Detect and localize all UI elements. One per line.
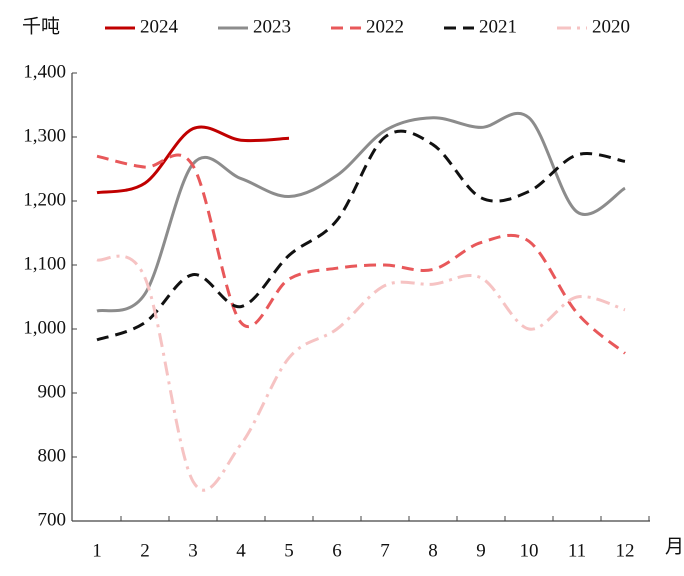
x-tick-label: 9 (476, 540, 486, 561)
x-tick-label: 12 (616, 540, 635, 561)
x-tick-label: 10 (520, 540, 539, 561)
legend-label: 2022 (366, 16, 404, 37)
series-line (96, 254, 626, 492)
y-tick-label: 800 (38, 445, 67, 466)
legend-label: 2024 (140, 16, 179, 37)
series-line (96, 125, 290, 195)
x-tick-label: 6 (332, 540, 342, 561)
x-tick-label: 4 (236, 540, 246, 561)
y-tick-label: 1,100 (23, 253, 66, 274)
legend-label: 2020 (592, 16, 630, 37)
x-tick-label: 7 (380, 540, 390, 561)
unit-label: 千吨 (22, 15, 60, 37)
legend-label: 2021 (479, 16, 517, 37)
y-tick-label: 1,000 (23, 317, 66, 338)
series-line (96, 153, 626, 355)
series-line (96, 129, 626, 342)
x-tick-label: 1 (92, 540, 102, 561)
y-tick-label: 1,200 (23, 189, 66, 210)
x-axis-label: 月 (665, 536, 684, 557)
x-tick-label: 8 (428, 540, 438, 561)
x-tick-label: 11 (568, 540, 586, 561)
y-tick-label: 700 (38, 509, 67, 530)
x-tick-label: 3 (188, 540, 198, 561)
y-tick-label: 1,400 (23, 61, 66, 82)
series-line (96, 111, 626, 313)
x-tick-label: 2 (140, 540, 150, 561)
legend-label: 2023 (253, 16, 291, 37)
y-tick-label: 900 (38, 381, 67, 402)
x-tick-label: 5 (284, 540, 294, 561)
y-tick-label: 1,300 (23, 125, 66, 146)
